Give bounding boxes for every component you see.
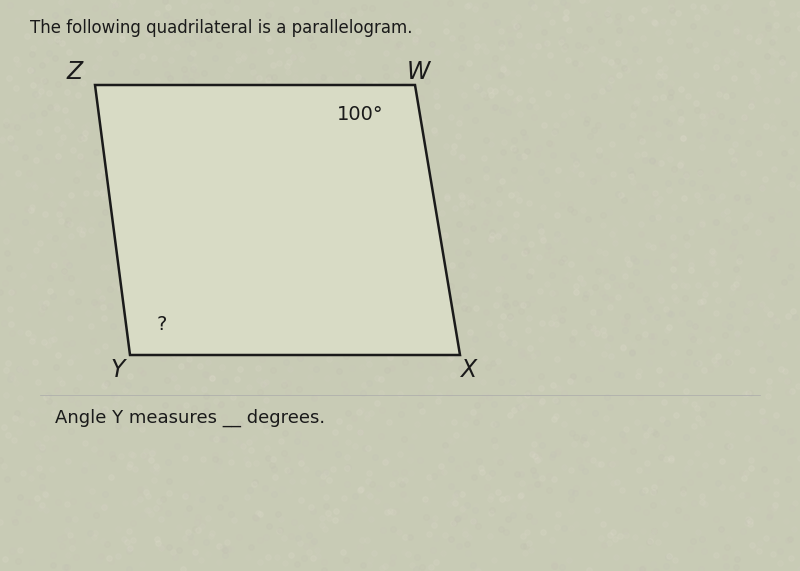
Polygon shape bbox=[95, 85, 460, 355]
Text: ?: ? bbox=[157, 316, 167, 335]
Text: Angle Y measures __ degrees.: Angle Y measures __ degrees. bbox=[55, 409, 325, 427]
Text: The following quadrilateral is a parallelogram.: The following quadrilateral is a paralle… bbox=[30, 19, 413, 37]
Text: Z: Z bbox=[67, 60, 83, 84]
Text: 100°: 100° bbox=[337, 106, 383, 124]
Text: X: X bbox=[460, 358, 476, 382]
Text: W: W bbox=[406, 60, 430, 84]
Text: Y: Y bbox=[111, 358, 125, 382]
